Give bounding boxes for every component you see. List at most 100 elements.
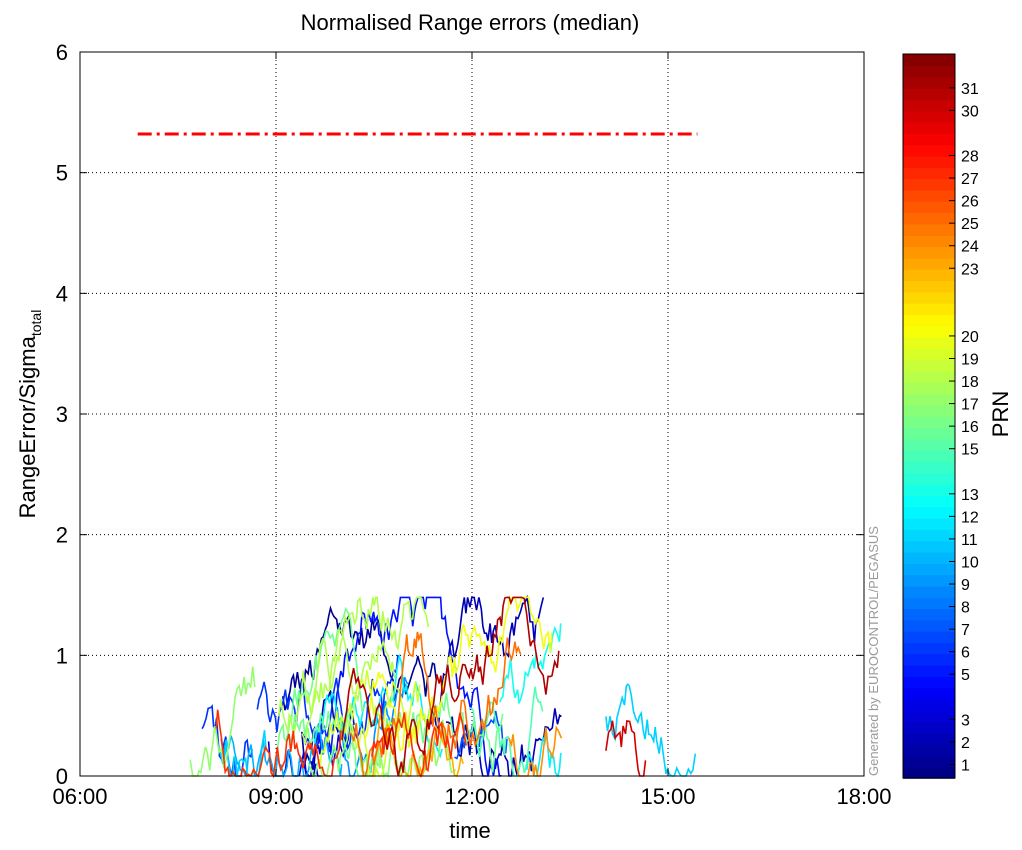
colorbar-band: [903, 698, 955, 711]
colorbar-band: [903, 314, 955, 327]
colorbar-band: [903, 551, 955, 564]
colorbar-tick-label: 23: [961, 261, 979, 278]
colorbar-band: [903, 121, 955, 134]
colorbar-tick-label: 15: [961, 442, 979, 459]
colorbar-band: [903, 483, 955, 496]
x-tick-label: 12:00: [444, 784, 499, 809]
series-line-prn-18: [278, 596, 430, 735]
colorbar-tick-label: 31: [961, 81, 979, 98]
colorbar-band: [903, 110, 955, 123]
x-tick-label: 18:00: [836, 784, 891, 809]
colorbar-tick-label: 9: [961, 577, 970, 594]
colorbar-band: [903, 246, 955, 259]
colorbar-band: [903, 268, 955, 282]
colorbar-band: [903, 76, 955, 89]
x-axis: 06:00 09:00 12:00 15:00 18:00: [52, 52, 892, 809]
series-line-prn-1: [301, 690, 348, 770]
colorbar-band: [903, 766, 955, 779]
y-axis-label-subscript: total: [28, 310, 44, 336]
colorbar-tick-label: 30: [961, 103, 979, 120]
colorbar-band: [903, 99, 955, 112]
colorbar-tick-label: 26: [961, 194, 979, 211]
colorbar-band: [903, 167, 955, 180]
colorbar-tick-label: 25: [961, 216, 979, 233]
colorbar-band: [903, 687, 955, 700]
y-axis-label-main: RangeError/Sigma: [15, 335, 40, 518]
colorbar-band: [903, 133, 955, 146]
colorbar-band: [903, 382, 955, 395]
series-line-prn-19: [317, 670, 421, 767]
colorbar-band: [903, 65, 955, 78]
colorbar-tick-label: 2: [961, 735, 970, 752]
colorbar-label: PRN: [988, 391, 1013, 437]
colorbar-tick-label: 5: [961, 667, 970, 684]
colorbar-band: [903, 178, 955, 191]
colorbar-tick-label: 7: [961, 622, 970, 639]
colorbar-band: [903, 291, 955, 304]
colorbar-band: [903, 223, 955, 236]
colorbar-band: [903, 235, 955, 248]
colorbar-band: [903, 438, 955, 451]
series-line-prn-1: [281, 605, 437, 711]
colorbar-band: [903, 517, 955, 530]
watermark: Generated by EUROCONTROL/PEGASUS: [866, 526, 881, 776]
series-line-prn-5: [303, 596, 502, 777]
series-line-prn-18: [301, 629, 396, 744]
x-tick-label: 06:00: [52, 784, 107, 809]
colorbar-tick-label: 11: [961, 532, 978, 549]
colorbar-tick-label: 6: [961, 645, 970, 662]
colorbar-tick-label: 28: [961, 148, 979, 165]
y-tick-label: 5: [56, 161, 68, 186]
colorbar-tick-label: 18: [961, 374, 979, 391]
colorbar-band: [903, 144, 955, 157]
colorbar-band: [903, 732, 955, 745]
x-axis-label: time: [449, 818, 491, 843]
colorbar-band: [903, 280, 955, 293]
colorbar-tick-label: 12: [961, 509, 979, 526]
colorbar-band: [903, 710, 955, 723]
colorbar-tick-label: 8: [961, 600, 970, 617]
y-tick-label: 3: [56, 402, 68, 427]
colorbar-band: [903, 755, 955, 768]
colorbar-tick-label: 27: [961, 171, 979, 188]
colorbar-band: [903, 201, 955, 214]
colorbar-band: [903, 54, 955, 67]
colorbar-tick-label: 1: [961, 757, 970, 774]
y-tick-label: 4: [56, 281, 68, 306]
series-line-prn-31: [341, 596, 560, 777]
colorbar-band: [903, 506, 955, 519]
series-line-prn-25: [348, 631, 522, 777]
colorbar-tick-label: 24: [961, 239, 979, 256]
series-line-prn-2: [429, 594, 545, 731]
grid: [80, 52, 864, 776]
colorbar-band: [903, 189, 955, 202]
colorbar-band: [903, 653, 955, 666]
colorbar-band: [903, 404, 955, 417]
colorbar-band: [903, 563, 955, 576]
colorbar-band: [903, 348, 955, 361]
colorbar: 1235678910111213151617181920232425262728…: [902, 53, 979, 779]
colorbar-band: [903, 597, 955, 610]
y-tick-label: 2: [56, 523, 68, 548]
colorbar-band: [903, 449, 955, 463]
y-tick-label: 6: [56, 40, 68, 65]
colorbar-tick-label: 16: [961, 419, 979, 436]
colorbar-band: [903, 155, 955, 168]
colorbar-band: [903, 325, 955, 338]
colorbar-tick-label: 19: [961, 351, 979, 368]
colorbar-tick-label: 10: [961, 554, 979, 571]
colorbar-tick-label: 3: [961, 712, 970, 729]
x-tick-label: 09:00: [248, 784, 303, 809]
colorbar-band: [903, 608, 955, 621]
colorbar-band: [903, 529, 955, 542]
colorbar-band: [903, 619, 955, 632]
y-axis-label: RangeError/Sigmatotal: [15, 310, 44, 519]
colorbar-band: [903, 257, 955, 270]
colorbar-frame: [902, 53, 956, 779]
colorbar-band: [903, 359, 955, 372]
colorbar-tick-label: 20: [961, 329, 979, 346]
colorbar-tick-label: 13: [961, 487, 979, 504]
chart-title: Normalised Range errors (median): [301, 10, 640, 35]
colorbar-band: [903, 495, 955, 508]
